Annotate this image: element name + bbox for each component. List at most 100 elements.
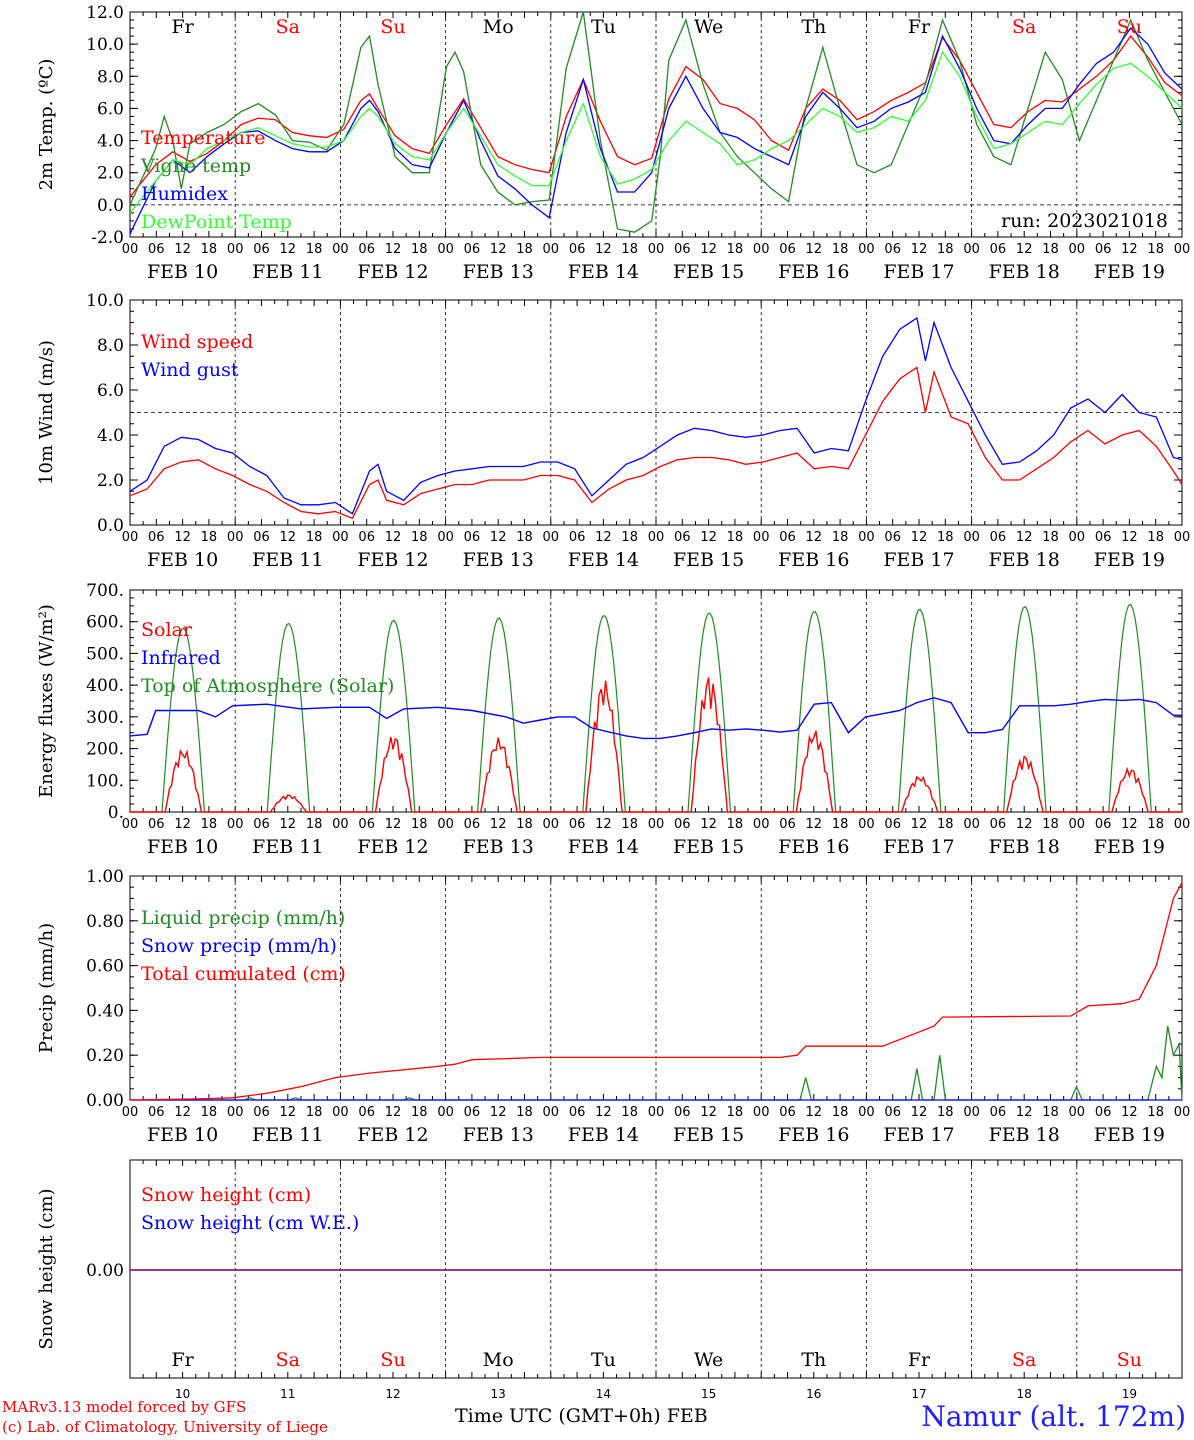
hour-tick-label: 18 — [832, 242, 849, 257]
hour-tick-label: 00 — [1174, 1105, 1191, 1120]
hour-tick-label: 18 — [727, 817, 744, 832]
hour-tick-label: 18 — [727, 530, 744, 545]
y-tick-label: 4.0 — [97, 132, 124, 152]
date-label: FEB 10 — [147, 549, 218, 571]
date-number: 16 — [806, 1387, 821, 1401]
hour-tick-label: 00 — [1069, 817, 1086, 832]
hour-tick-label: 18 — [411, 530, 428, 545]
day-name: We — [694, 1349, 723, 1371]
date-label: FEB 11 — [252, 261, 323, 283]
hour-tick-label: 00 — [332, 817, 349, 832]
legend-entry: Liquid precip (mm/h) — [141, 907, 345, 929]
hour-tick-label: 06 — [779, 817, 796, 832]
y-tick-label: 0.80 — [86, 912, 124, 932]
hour-tick-label: 06 — [148, 242, 165, 257]
y-tick-label: 200. — [86, 740, 124, 760]
y-tick-label: 2.0 — [97, 164, 124, 184]
date-label: FEB 18 — [989, 1124, 1060, 1146]
y-tick-label: 0.40 — [86, 1001, 124, 1021]
day-name: We — [694, 16, 723, 38]
hour-tick-label: 18 — [306, 242, 323, 257]
hour-tick-label: 18 — [727, 1105, 744, 1120]
legend-entry: Wind gust — [141, 359, 239, 381]
day-name: Th — [801, 16, 826, 38]
hour-tick-label: 00 — [437, 817, 454, 832]
y-tick-label: 0.0 — [97, 196, 124, 216]
hour-tick-label: 00 — [543, 242, 560, 257]
series-line — [129, 366, 1183, 520]
hour-tick-label: 00 — [753, 817, 770, 832]
hour-tick-label: 06 — [884, 817, 901, 832]
hour-tick-label: 06 — [358, 242, 375, 257]
hour-tick-label: 18 — [621, 530, 638, 545]
hour-tick-label: 12 — [911, 530, 928, 545]
hour-tick-label: 06 — [990, 817, 1007, 832]
legend-entry: Solar — [141, 619, 193, 641]
series-line — [129, 697, 1182, 740]
y-tick-label: 8.0 — [97, 67, 124, 87]
hour-tick-label: 12 — [595, 530, 612, 545]
hour-tick-label: 00 — [648, 817, 665, 832]
date-label: FEB 13 — [463, 836, 534, 858]
hour-tick-label: 06 — [779, 242, 796, 257]
legend-entry: Total cumulated (cm) — [141, 963, 346, 985]
hour-tick-label: 12 — [806, 530, 823, 545]
date-label: FEB 18 — [989, 549, 1060, 571]
hour-tick-label: 06 — [674, 530, 691, 545]
date-label: FEB 18 — [989, 261, 1060, 283]
legend-entry: Wind speed — [141, 331, 253, 353]
hour-tick-label: 06 — [464, 817, 481, 832]
hour-tick-label: 00 — [963, 1105, 980, 1120]
day-name: Fr — [171, 16, 194, 38]
date-number: 17 — [911, 1387, 926, 1401]
hour-tick-label: 06 — [464, 242, 481, 257]
hour-tick-label: 06 — [464, 1105, 481, 1120]
x-axis-title: Time UTC (GMT+0h) FEB — [455, 1405, 708, 1427]
hour-tick-label: 00 — [858, 530, 875, 545]
series-line — [129, 50, 1183, 214]
hour-tick-label: 18 — [937, 242, 954, 257]
hour-tick-label: 12 — [1016, 1105, 1033, 1120]
y-tick-label: 500. — [86, 644, 124, 664]
hour-tick-label: 06 — [569, 242, 586, 257]
hour-tick-label: 18 — [832, 530, 849, 545]
hour-tick-label: 12 — [806, 242, 823, 257]
hour-tick-label: 00 — [122, 530, 139, 545]
hour-tick-label: 00 — [332, 1105, 349, 1120]
hour-tick-label: 00 — [753, 242, 770, 257]
hour-tick-label: 12 — [1121, 1105, 1138, 1120]
hour-tick-label: 18 — [1147, 242, 1164, 257]
hour-tick-label: 18 — [411, 1105, 428, 1120]
hour-tick-label: 12 — [490, 817, 507, 832]
hour-tick-label: 00 — [858, 1105, 875, 1120]
hour-tick-label: 06 — [1095, 817, 1112, 832]
hour-tick-label: 18 — [201, 530, 218, 545]
day-name: Mo — [483, 16, 514, 38]
hour-tick-label: 00 — [1174, 530, 1191, 545]
hour-tick-label: 06 — [253, 817, 270, 832]
hour-tick-label: 00 — [543, 817, 560, 832]
hour-tick-label: 12 — [490, 530, 507, 545]
hour-tick-label: 00 — [543, 530, 560, 545]
hour-tick-label: 00 — [437, 242, 454, 257]
legend-entry: Snow precip (mm/h) — [141, 935, 337, 957]
series-line — [130, 677, 1182, 813]
panel-frame — [129, 11, 1183, 238]
date-label: FEB 12 — [357, 261, 428, 283]
hour-tick-label: 06 — [148, 817, 165, 832]
hour-tick-label: 00 — [963, 242, 980, 257]
hour-tick-label: 06 — [779, 530, 796, 545]
hour-tick-label: 00 — [543, 1105, 560, 1120]
station-name: Namur (alt. 172m) — [921, 1400, 1186, 1433]
series-line — [129, 882, 1183, 1101]
y-tick-label: 700. — [86, 581, 124, 601]
hour-tick-label: 06 — [674, 242, 691, 257]
hour-tick-label: 06 — [990, 242, 1007, 257]
run-label: run: 2023021018 — [1001, 210, 1168, 232]
hour-tick-label: 18 — [937, 530, 954, 545]
hour-tick-label: 12 — [700, 530, 717, 545]
day-name: Sa — [276, 16, 300, 38]
legend-entry: Infrared — [141, 647, 221, 669]
hour-tick-label: 18 — [727, 242, 744, 257]
hour-tick-label: 12 — [1121, 242, 1138, 257]
